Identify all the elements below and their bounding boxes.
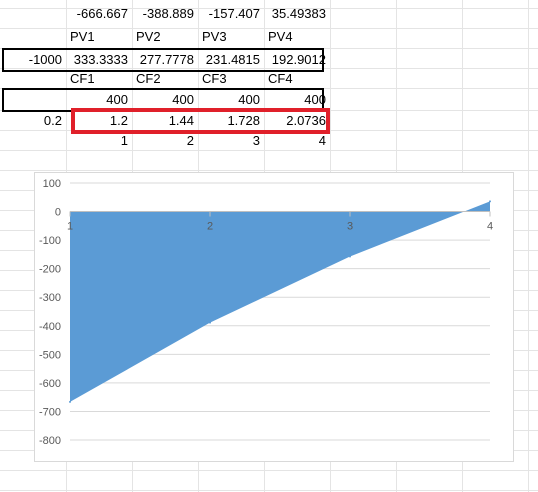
y-tick-label: -100 xyxy=(39,235,61,247)
y-tick-label: -400 xyxy=(39,321,61,333)
cell-r3-c3[interactable]: 277.7778 xyxy=(139,52,194,67)
y-tick-label: -600 xyxy=(39,378,61,390)
data-point xyxy=(489,200,491,203)
cell-r6-c4[interactable]: 1.728 xyxy=(227,113,260,128)
cell-r7-c5[interactable]: 4 xyxy=(318,133,326,148)
y-tick-label: -300 xyxy=(39,292,61,304)
x-tick-label: 1 xyxy=(67,221,73,233)
y-tick-label: -200 xyxy=(39,264,61,276)
cell-r2-c1[interactable] xyxy=(0,25,66,48)
cell-r6-c2[interactable]: 1.2 xyxy=(109,113,128,128)
cell-r3-c4[interactable]: 231.4815 xyxy=(205,52,260,67)
cell-r7-c2[interactable]: 1 xyxy=(120,133,128,148)
cell-r3-c5[interactable]: 192.9012 xyxy=(271,52,326,67)
series-area[interactable] xyxy=(70,201,490,402)
y-tick-label: 100 xyxy=(43,178,61,190)
area-chart[interactable]: 100 0 -100 -200 -300 -400 -500 -600 -700 -800 1 2 3 4 xyxy=(34,172,514,462)
cell-r7-c1[interactable] xyxy=(0,129,66,152)
cell-r4-c5[interactable]: CF4 xyxy=(268,71,293,86)
y-tick-label: -800 xyxy=(39,435,61,447)
cell-r4-c4[interactable]: CF3 xyxy=(202,71,227,86)
cell-r3-c1[interactable]: -1000 xyxy=(28,52,62,67)
cell-r7-c3[interactable]: 2 xyxy=(186,133,194,148)
cell-r4-c3[interactable]: CF2 xyxy=(136,71,161,86)
y-tick-label: 0 xyxy=(55,207,61,219)
x-tick-label: 3 xyxy=(347,221,353,233)
cell-r1-c1[interactable] xyxy=(0,2,66,25)
cell-r2-c2[interactable]: PV1 xyxy=(70,29,95,44)
cell-r3-c2[interactable]: 333.3333 xyxy=(73,52,128,67)
chart-svg: 100 0 -100 -200 -300 -400 -500 -600 -700 -800 1 2 3 4 xyxy=(39,178,493,447)
cell-r4-c1[interactable] xyxy=(0,67,66,90)
cell-r5-c3[interactable]: 400 xyxy=(172,92,194,107)
cell-r5-c5[interactable]: 400 xyxy=(304,92,326,107)
cell-r5-c2[interactable]: 400 xyxy=(106,92,128,107)
cell-r1-c2[interactable]: -666.667 xyxy=(76,6,128,21)
cell-r6-c5[interactable]: 2.0736 xyxy=(286,113,326,128)
cell-r6-c1[interactable]: 0.2 xyxy=(43,113,62,128)
cell-r5-c4[interactable]: 400 xyxy=(238,92,260,107)
cell-r1-c5[interactable]: 35.49383 xyxy=(271,6,326,21)
cell-r2-c3[interactable]: PV2 xyxy=(136,29,161,44)
x-tick-label: 2 xyxy=(207,221,213,233)
cell-r5-c1[interactable] xyxy=(0,88,66,111)
x-tick-label: 4 xyxy=(487,221,493,233)
data-point xyxy=(69,400,71,403)
cell-r4-c2[interactable]: CF1 xyxy=(70,71,95,86)
cell-r1-c4[interactable]: -157.407 xyxy=(208,6,260,21)
cell-r2-c4[interactable]: PV3 xyxy=(202,29,227,44)
y-tick-label: -700 xyxy=(39,406,61,418)
cell-r6-c3[interactable]: 1.44 xyxy=(168,113,194,128)
data-point xyxy=(349,255,351,258)
cell-r1-c3[interactable]: -388.889 xyxy=(142,6,194,21)
cell-r2-c5[interactable]: PV4 xyxy=(268,29,293,44)
cell-r7-c4[interactable]: 3 xyxy=(252,133,260,148)
y-tick-label: -500 xyxy=(39,349,61,361)
data-point xyxy=(209,321,211,324)
